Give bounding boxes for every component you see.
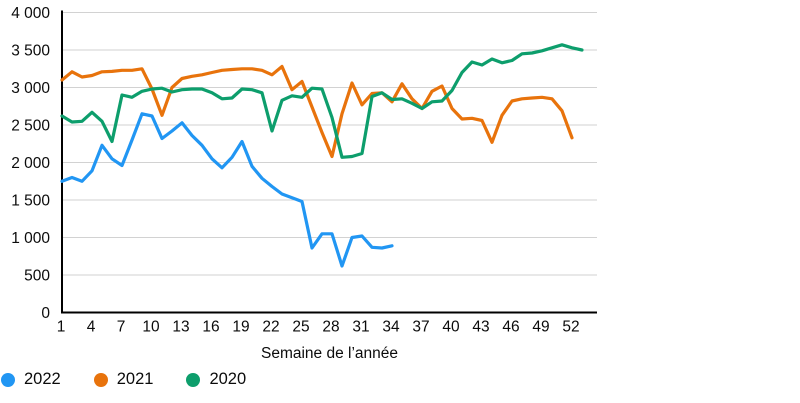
chart-legend: 2022 2021 2020 xyxy=(1,370,246,389)
x-tick-label: 28 xyxy=(322,319,339,336)
y-tick-label: 1 500 xyxy=(11,193,50,210)
x-tick-label: 34 xyxy=(382,319,400,336)
x-tick-label: 22 xyxy=(262,319,279,336)
x-tick-label: 16 xyxy=(202,319,219,336)
x-tick-label: 43 xyxy=(472,319,489,336)
legend-item-2021: 2021 xyxy=(93,370,154,389)
legend-item-2022: 2022 xyxy=(1,370,61,389)
x-tick-label: 1 xyxy=(57,319,66,336)
y-tick-label: 2 000 xyxy=(11,155,50,172)
legend-item-2020: 2020 xyxy=(186,370,246,389)
y-tick-label: 3 500 xyxy=(11,43,50,60)
y-tick-label: 500 xyxy=(24,268,50,285)
x-tick-label: 46 xyxy=(502,319,519,336)
x-tick-label: 19 xyxy=(232,319,249,336)
x-axis-title: Semaine de l’année xyxy=(260,345,399,362)
x-tick-label: 4 xyxy=(87,319,96,336)
legend-label-2022: 2022 xyxy=(24,370,61,388)
series-line-2020 xyxy=(60,43,584,159)
x-tick-label: 37 xyxy=(412,319,429,336)
series-line-2022 xyxy=(60,112,394,268)
x-tick-label: 7 xyxy=(117,319,126,336)
y-tick-label: 2 500 xyxy=(11,118,50,135)
legend-label-2020: 2020 xyxy=(209,370,247,388)
x-tick-label: 10 xyxy=(142,319,160,336)
x-tick-label: 40 xyxy=(442,319,460,336)
series-line-2021 xyxy=(60,64,574,159)
legend-label-2021: 2021 xyxy=(116,370,154,388)
x-tick-label: 49 xyxy=(532,319,549,336)
legend-swatch-2022-icon xyxy=(1,372,15,387)
legend-swatch-2021-icon xyxy=(93,372,108,387)
legend-swatch-2020-icon xyxy=(186,372,201,387)
y-tick-label: 4 000 xyxy=(11,5,50,22)
x-tick-label: 25 xyxy=(292,319,309,336)
y-tick-label: 0 xyxy=(41,305,50,322)
y-tick-label: 3 000 xyxy=(11,80,50,97)
x-tick-label: 13 xyxy=(172,319,189,336)
x-tick-label: 52 xyxy=(562,319,579,336)
x-tick-label: 31 xyxy=(352,319,369,336)
y-tick-label: 1 000 xyxy=(11,230,50,247)
